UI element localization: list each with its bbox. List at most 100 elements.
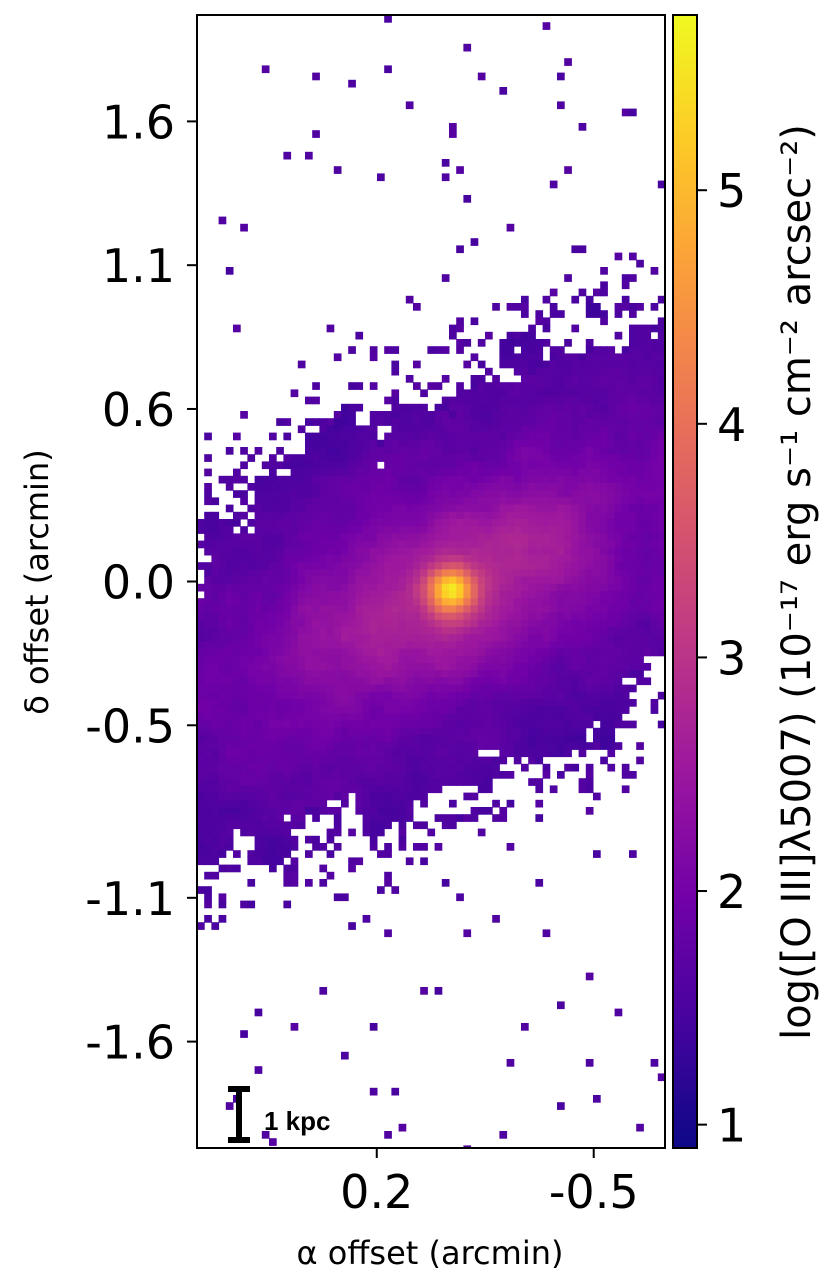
heatmap-cell (629, 403, 637, 412)
heatmap-cell (614, 627, 623, 635)
heatmap-cell (348, 857, 356, 866)
heatmap-cell (384, 15, 392, 23)
heatmap-cell (254, 691, 263, 700)
heatmap-cell (333, 670, 342, 678)
heatmap-cell (492, 763, 500, 772)
heatmap-cell (600, 612, 608, 621)
heatmap-cell (657, 627, 665, 635)
heatmap-cell (326, 655, 335, 664)
heatmap-cell (233, 763, 241, 772)
heatmap-cell (319, 648, 328, 657)
heatmap-cell (290, 576, 299, 585)
heatmap-cell (377, 411, 385, 419)
heatmap-cell (557, 454, 565, 462)
heatmap-cell (413, 641, 421, 650)
heatmap-cell (269, 706, 277, 714)
heatmap-cell (600, 447, 608, 455)
heatmap-cell (485, 699, 493, 707)
heatmap-cell (233, 533, 241, 542)
heatmap-cell (204, 742, 212, 750)
heatmap-cell (297, 684, 306, 693)
y-tick-label: -1.6 (85, 1016, 175, 1070)
heatmap-cell (333, 663, 342, 671)
heatmap-cell (521, 425, 529, 434)
heatmap-cell (312, 663, 320, 671)
heatmap-cell (528, 612, 536, 621)
heatmap-cell (657, 339, 665, 347)
heatmap-cell (240, 497, 248, 506)
heatmap-cell (585, 641, 594, 650)
heatmap-cell (463, 598, 472, 606)
heatmap-cell (384, 562, 392, 570)
heatmap-cell (650, 346, 659, 354)
heatmap-cell (261, 605, 270, 614)
heatmap-cell (600, 634, 608, 642)
heatmap-cell (420, 843, 428, 851)
heatmap-cell (405, 447, 414, 455)
heatmap-cell (542, 511, 551, 520)
heatmap-cell (341, 677, 349, 686)
heatmap-cell (333, 432, 342, 441)
heatmap-cell (549, 720, 558, 729)
heatmap-cell (449, 821, 457, 830)
heatmap-cell (297, 634, 306, 642)
heatmap-cell (593, 677, 601, 686)
heatmap-cell (593, 691, 601, 700)
heatmap-cell (593, 569, 601, 578)
heatmap-cell (593, 504, 601, 513)
heatmap-cell (405, 857, 414, 866)
heatmap-cell (477, 691, 486, 700)
heatmap-cell (377, 799, 385, 808)
heatmap-cell (312, 432, 320, 441)
heatmap-cell (499, 598, 508, 606)
heatmap-cell (319, 778, 328, 786)
heatmap-cell (506, 475, 515, 484)
heatmap-cell (528, 375, 536, 383)
heatmap-cell (449, 533, 457, 542)
heatmap-cell (499, 814, 508, 822)
heatmap-cell (427, 447, 436, 455)
heatmap-cell (535, 670, 544, 678)
heatmap-cell (355, 403, 364, 412)
heatmap-cell (240, 411, 248, 419)
heatmap-cell (621, 382, 630, 390)
heatmap-cell (290, 526, 299, 534)
heatmap-cell (607, 547, 616, 556)
heatmap-cell (283, 591, 292, 599)
heatmap-cell (535, 555, 544, 563)
heatmap-cell (578, 778, 587, 786)
heatmap-cell (593, 706, 601, 714)
heatmap-cell (621, 468, 630, 477)
heatmap-cell (578, 785, 587, 794)
heatmap-cell (362, 454, 371, 462)
heatmap-cell (607, 346, 616, 354)
heatmap-cell (564, 749, 572, 758)
heatmap-cell (463, 360, 472, 369)
heatmap-cell (297, 742, 306, 750)
heatmap-cell (362, 490, 371, 498)
heatmap-cell (621, 691, 630, 700)
heatmap-cell (247, 583, 256, 592)
heatmap-cell (225, 720, 234, 729)
heatmap-cell (614, 583, 623, 592)
heatmap-cell (326, 677, 335, 686)
heatmap-cell (571, 735, 580, 743)
heatmap-cell (297, 756, 306, 765)
heatmap-cell (261, 634, 270, 642)
heatmap-cell (348, 447, 356, 455)
heatmap-cell (600, 353, 608, 362)
heatmap-cell (204, 526, 212, 534)
heatmap-cell (643, 634, 652, 642)
heatmap-cell (254, 763, 263, 772)
heatmap-cell (657, 648, 665, 657)
heatmap-cell (557, 418, 565, 426)
heatmap-cell (456, 411, 464, 419)
heatmap-cell (413, 569, 421, 578)
heatmap-cell (521, 353, 529, 362)
heatmap-cell (355, 432, 364, 441)
heatmap-cell (629, 526, 637, 534)
heatmap-cell (657, 461, 665, 470)
heatmap-cell (319, 663, 328, 671)
heatmap-cell (405, 101, 414, 110)
heatmap-cell (269, 691, 277, 700)
